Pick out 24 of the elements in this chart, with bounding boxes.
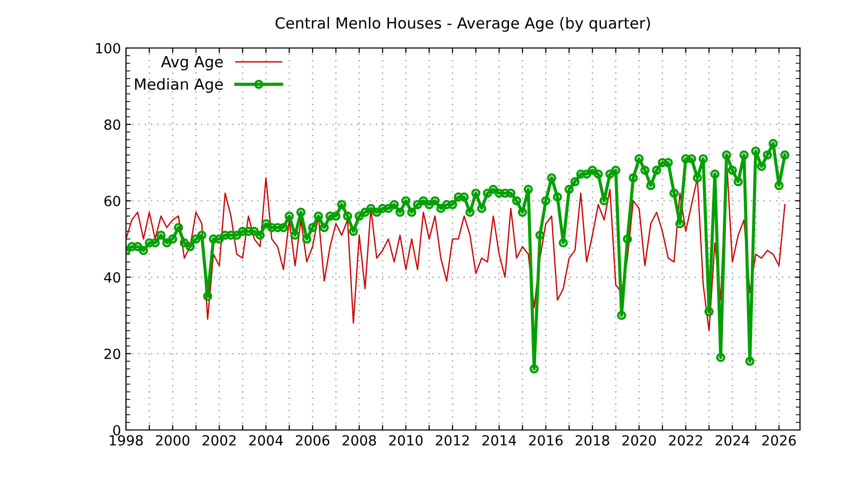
x-tick-label: 2014 (482, 435, 516, 446)
x-tick-label: 2008 (342, 435, 376, 446)
x-tick-label: 2026 (762, 435, 796, 446)
x-tick-label: 2004 (249, 435, 283, 446)
y-tick-label: 80 (104, 119, 120, 130)
x-tick-label: 2000 (156, 435, 190, 446)
legend-label: Median Age (135, 78, 223, 93)
x-tick-label: 2018 (576, 435, 610, 446)
y-tick-label: 20 (104, 348, 120, 360)
x-tick-label: 2022 (669, 435, 702, 446)
y-tick-label: 60 (104, 196, 120, 206)
x-tick-label: 2020 (622, 435, 656, 446)
x-tick-label: 2002 (202, 435, 236, 446)
x-tick-label: 2024 (716, 435, 750, 446)
y-tick-label: 0 (113, 424, 120, 436)
x-tick-label: 2010 (389, 435, 423, 446)
x-tick-label: 1998 (110, 435, 143, 446)
chart-title: Central Menlo Houses - Average Age (by quarter) (276, 16, 650, 32)
y-tick-label: 40 (104, 272, 120, 283)
legend-label: Avg Age (161, 56, 223, 70)
x-tick-label: 2016 (529, 435, 563, 446)
x-tick-label: 2006 (296, 435, 330, 446)
y-tick-label: 100 (96, 42, 120, 54)
x-tick-label: 2012 (436, 435, 469, 446)
